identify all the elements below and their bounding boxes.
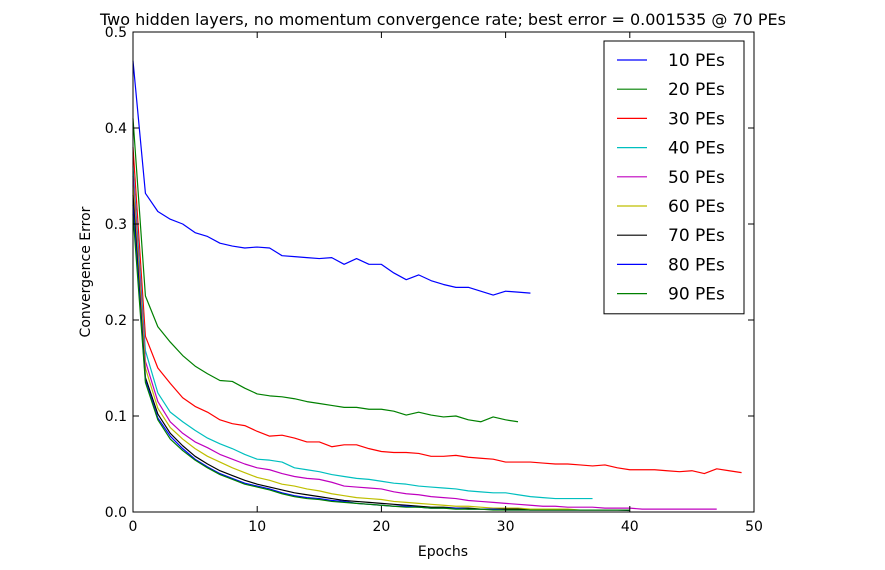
legend-label: 30 PEs: [668, 109, 725, 129]
y-tick-label: 0.0: [105, 505, 127, 521]
y-tick-label: 0.5: [105, 25, 127, 41]
legend-label: 10 PEs: [668, 51, 725, 71]
y-tick-label: 0.1: [105, 409, 127, 425]
series-line-8: [132, 214, 630, 511]
series-line-3: [132, 166, 593, 500]
series-line-1: [132, 118, 519, 423]
legend: 10 PEs 20 PEs 30 PEs 40 PEs 50 PEs 60 PEs 70 P…: [603, 40, 745, 315]
x-tick-label: 10: [248, 519, 266, 535]
series-line-0: [132, 60, 531, 296]
series-layer: [132, 60, 742, 512]
series-line-6: [132, 195, 630, 512]
y-tick-label: 0.2: [105, 313, 127, 329]
y-tick-label: 0.4: [105, 121, 127, 137]
legend-label: 40 PEs: [668, 139, 725, 159]
series-line-4: [132, 175, 717, 510]
x-tick-label: 0: [129, 519, 138, 535]
chart-title: Two hidden layers, no momentum convergen…: [99, 10, 786, 29]
series-line-2: [132, 147, 742, 475]
x-axis-label: Epochs: [418, 544, 468, 560]
legend-label: 70 PEs: [668, 226, 725, 246]
legend-label: 60 PEs: [668, 197, 725, 217]
x-tick-label: 40: [621, 519, 639, 535]
x-tick-label: 50: [745, 519, 763, 535]
legend-label: 90 PEs: [668, 285, 725, 305]
y-tick-label: 0.3: [105, 217, 127, 233]
legend-label: 20 PEs: [668, 80, 725, 100]
x-tick-label: 30: [497, 519, 515, 535]
legend-label: 80 PEs: [668, 255, 725, 275]
plot-frame: [132, 31, 755, 513]
ticks-layer: 0 10 20 30 40 50 0.0 0.1 0.2 0.3 0.4 0.5: [105, 25, 763, 535]
x-tick-label: 20: [372, 519, 390, 535]
y-axis-label: Convergence Error: [78, 206, 94, 337]
series-line-5: [132, 185, 630, 511]
legend-label: 50 PEs: [668, 168, 725, 188]
